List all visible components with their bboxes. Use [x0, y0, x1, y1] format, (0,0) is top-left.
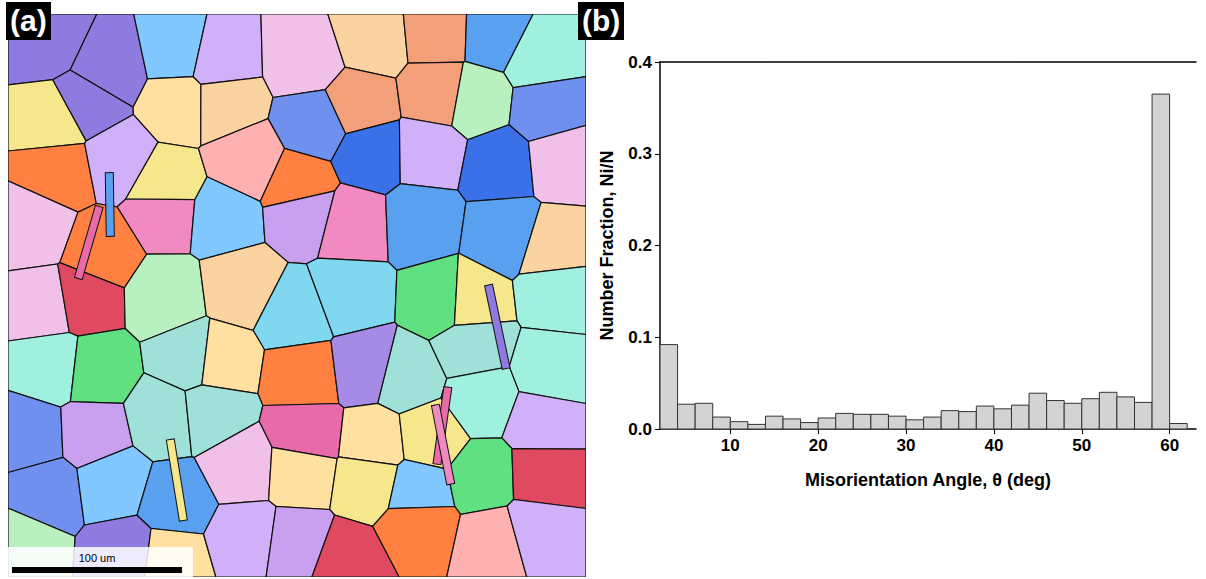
svg-text:Number Fraction, Ni/N: Number Fraction, Ni/N [597, 150, 617, 340]
svg-text:100 um: 100 um [79, 552, 116, 564]
html-text:(a): (a) [10, 4, 47, 37]
svg-text:0.3: 0.3 [628, 144, 652, 163]
svg-text:30: 30 [897, 436, 916, 455]
svg-text:0.4: 0.4 [628, 53, 652, 72]
svg-text:50: 50 [1072, 436, 1091, 455]
svg-text:Misorientation Angle, θ (deg): Misorientation Angle, θ (deg) [805, 470, 1051, 490]
svg-text:0.0: 0.0 [628, 420, 652, 439]
svg-text:40: 40 [984, 436, 1003, 455]
html-text:(b): (b) [582, 4, 621, 37]
svg-text:20: 20 [809, 436, 828, 455]
svg-text:0.2: 0.2 [628, 236, 652, 255]
svg-text:60: 60 [1160, 436, 1179, 455]
svg-text:0.1: 0.1 [628, 328, 652, 347]
svg-text:10: 10 [721, 436, 740, 455]
